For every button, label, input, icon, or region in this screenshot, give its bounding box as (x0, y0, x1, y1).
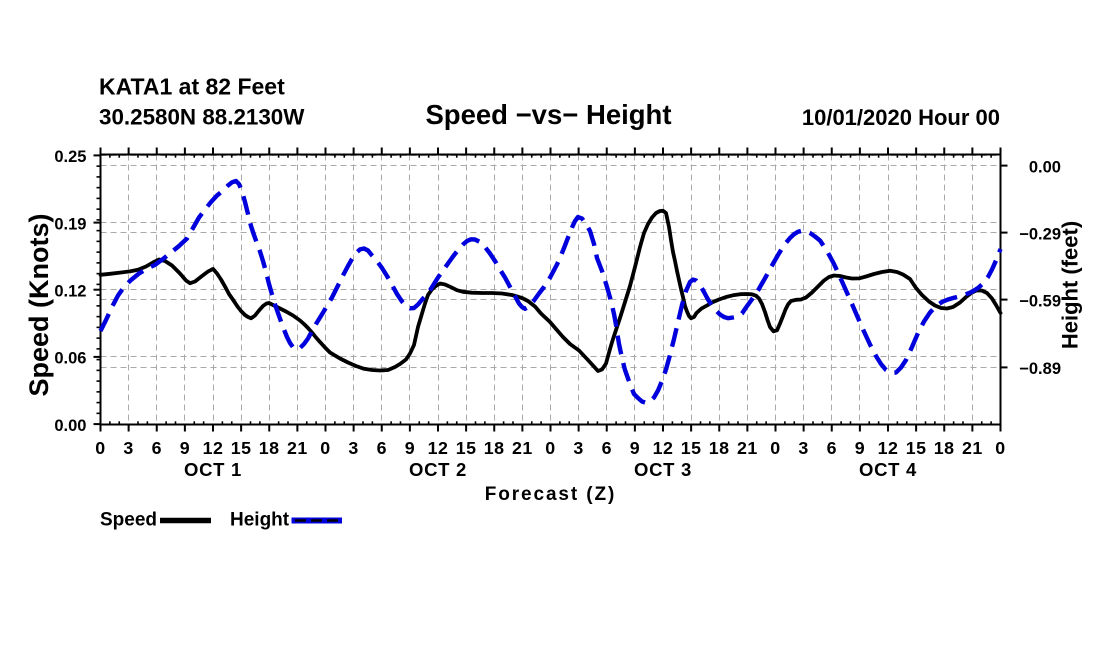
svg-text:OCT 2: OCT 2 (409, 459, 467, 480)
svg-text:6: 6 (602, 438, 612, 458)
svg-text:15: 15 (681, 438, 702, 458)
svg-text:6: 6 (377, 438, 387, 458)
svg-text:3: 3 (123, 438, 133, 458)
svg-text:21: 21 (962, 438, 983, 458)
svg-text:OCT 3: OCT 3 (634, 459, 692, 480)
svg-text:0.00: 0.00 (1029, 158, 1061, 176)
svg-text:Speed −vs− Height: Speed −vs− Height (425, 99, 671, 130)
svg-text:0: 0 (770, 438, 780, 458)
svg-text:−0.89: −0.89 (1019, 360, 1061, 378)
svg-text:0.00: 0.00 (54, 417, 86, 435)
svg-text:12: 12 (653, 438, 674, 458)
svg-text:15: 15 (456, 438, 477, 458)
svg-text:0.19: 0.19 (54, 215, 86, 233)
svg-text:15: 15 (231, 438, 252, 458)
svg-text:18: 18 (934, 438, 955, 458)
svg-text:Speed (Knots): Speed (Knots) (24, 213, 54, 396)
svg-text:15: 15 (906, 438, 927, 458)
svg-text:18: 18 (259, 438, 280, 458)
svg-text:Speed: Speed (100, 510, 157, 531)
svg-text:18: 18 (709, 438, 730, 458)
svg-text:21: 21 (287, 438, 308, 458)
svg-text:Height (feet): Height (feet) (1058, 221, 1083, 349)
svg-text:0.06: 0.06 (54, 350, 86, 368)
svg-text:21: 21 (737, 438, 758, 458)
svg-text:KATA1 at 82 Feet: KATA1 at 82 Feet (99, 74, 285, 100)
svg-text:0: 0 (320, 438, 330, 458)
svg-text:21: 21 (512, 438, 533, 458)
svg-text:9: 9 (405, 438, 415, 458)
svg-text:30.2580N 88.2130W: 30.2580N 88.2130W (99, 105, 305, 130)
svg-text:9: 9 (855, 438, 865, 458)
svg-text:12: 12 (878, 438, 899, 458)
svg-text:18: 18 (484, 438, 505, 458)
svg-text:−0.29: −0.29 (1019, 225, 1061, 243)
svg-text:3: 3 (348, 438, 358, 458)
svg-text:0: 0 (995, 438, 1005, 458)
svg-text:OCT 4: OCT 4 (859, 459, 917, 480)
svg-text:3: 3 (798, 438, 808, 458)
svg-text:0: 0 (545, 438, 555, 458)
svg-text:OCT 1: OCT 1 (184, 459, 242, 480)
svg-text:0.25: 0.25 (54, 148, 86, 166)
svg-text:0.12: 0.12 (54, 282, 86, 300)
svg-text:12: 12 (428, 438, 449, 458)
svg-text:12: 12 (203, 438, 224, 458)
svg-text:Forecast (Z): Forecast (Z) (485, 484, 617, 505)
svg-text:6: 6 (827, 438, 837, 458)
svg-text:9: 9 (630, 438, 640, 458)
svg-text:3: 3 (573, 438, 583, 458)
svg-text:−0.59: −0.59 (1019, 292, 1061, 310)
svg-text:10/01/2020 Hour 00: 10/01/2020 Hour 00 (802, 105, 1000, 130)
svg-text:9: 9 (180, 438, 190, 458)
svg-text:Height: Height (230, 510, 290, 531)
svg-text:0: 0 (95, 438, 105, 458)
svg-text:6: 6 (152, 438, 162, 458)
